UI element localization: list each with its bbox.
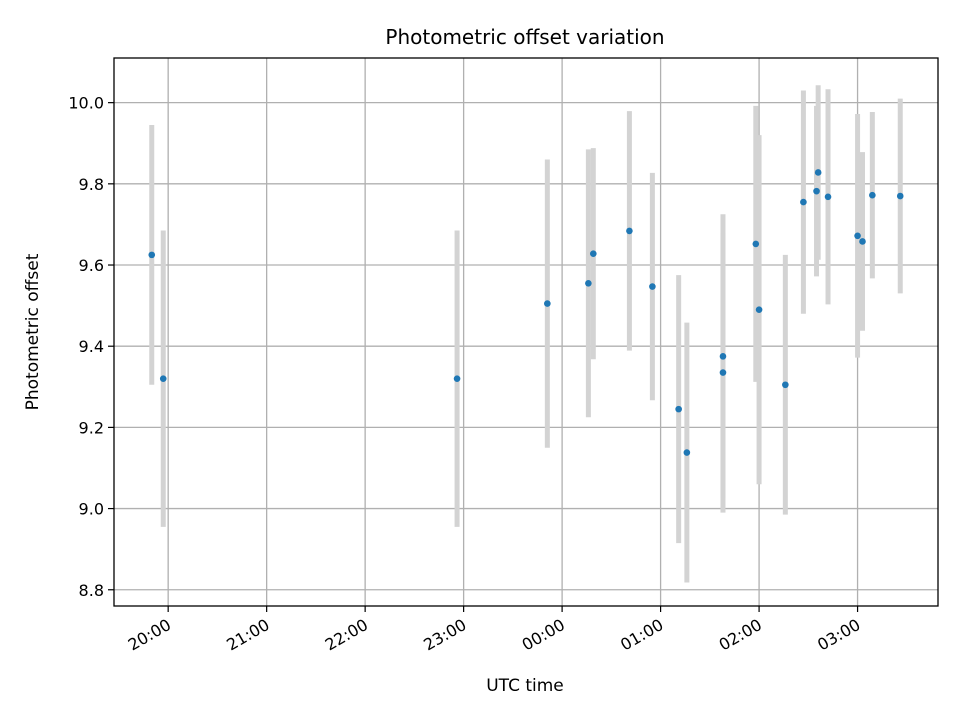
y-tick-label: 8.8 [79,581,104,600]
data-point [813,187,820,195]
data-point [683,449,691,456]
plot-frame [113,57,939,607]
data-point [649,283,656,290]
y-axis-label: Photometric offset [23,253,43,410]
data-point [752,240,760,248]
y-tick-label: 9.0 [79,500,104,519]
data-point [544,300,551,307]
data-point [148,251,156,259]
data-point [719,353,727,360]
data-point [755,306,763,313]
y-tick-label: 10.0 [68,94,104,113]
data-points [148,169,904,456]
y-tick-label: 9.4 [79,337,104,356]
data-point [859,238,866,245]
data-point [896,192,904,200]
data-point [159,375,167,382]
y-tick-label: 9.6 [79,256,104,275]
chart-title: Photometric offset variation [385,25,664,49]
data-point [585,279,592,287]
data-point [626,227,633,235]
data-point [589,250,597,257]
data-point [814,169,822,176]
x-axis-label: UTC time [486,676,564,696]
y-tick-label: 9.8 [79,175,104,194]
data-point [675,405,682,413]
data-point [869,191,876,199]
data-point [800,198,807,206]
y-tick-label: 9.2 [79,418,104,437]
data-point [453,375,461,382]
data-point [854,232,861,240]
data-point [824,193,832,201]
data-point [719,369,727,376]
data-point [782,381,789,389]
